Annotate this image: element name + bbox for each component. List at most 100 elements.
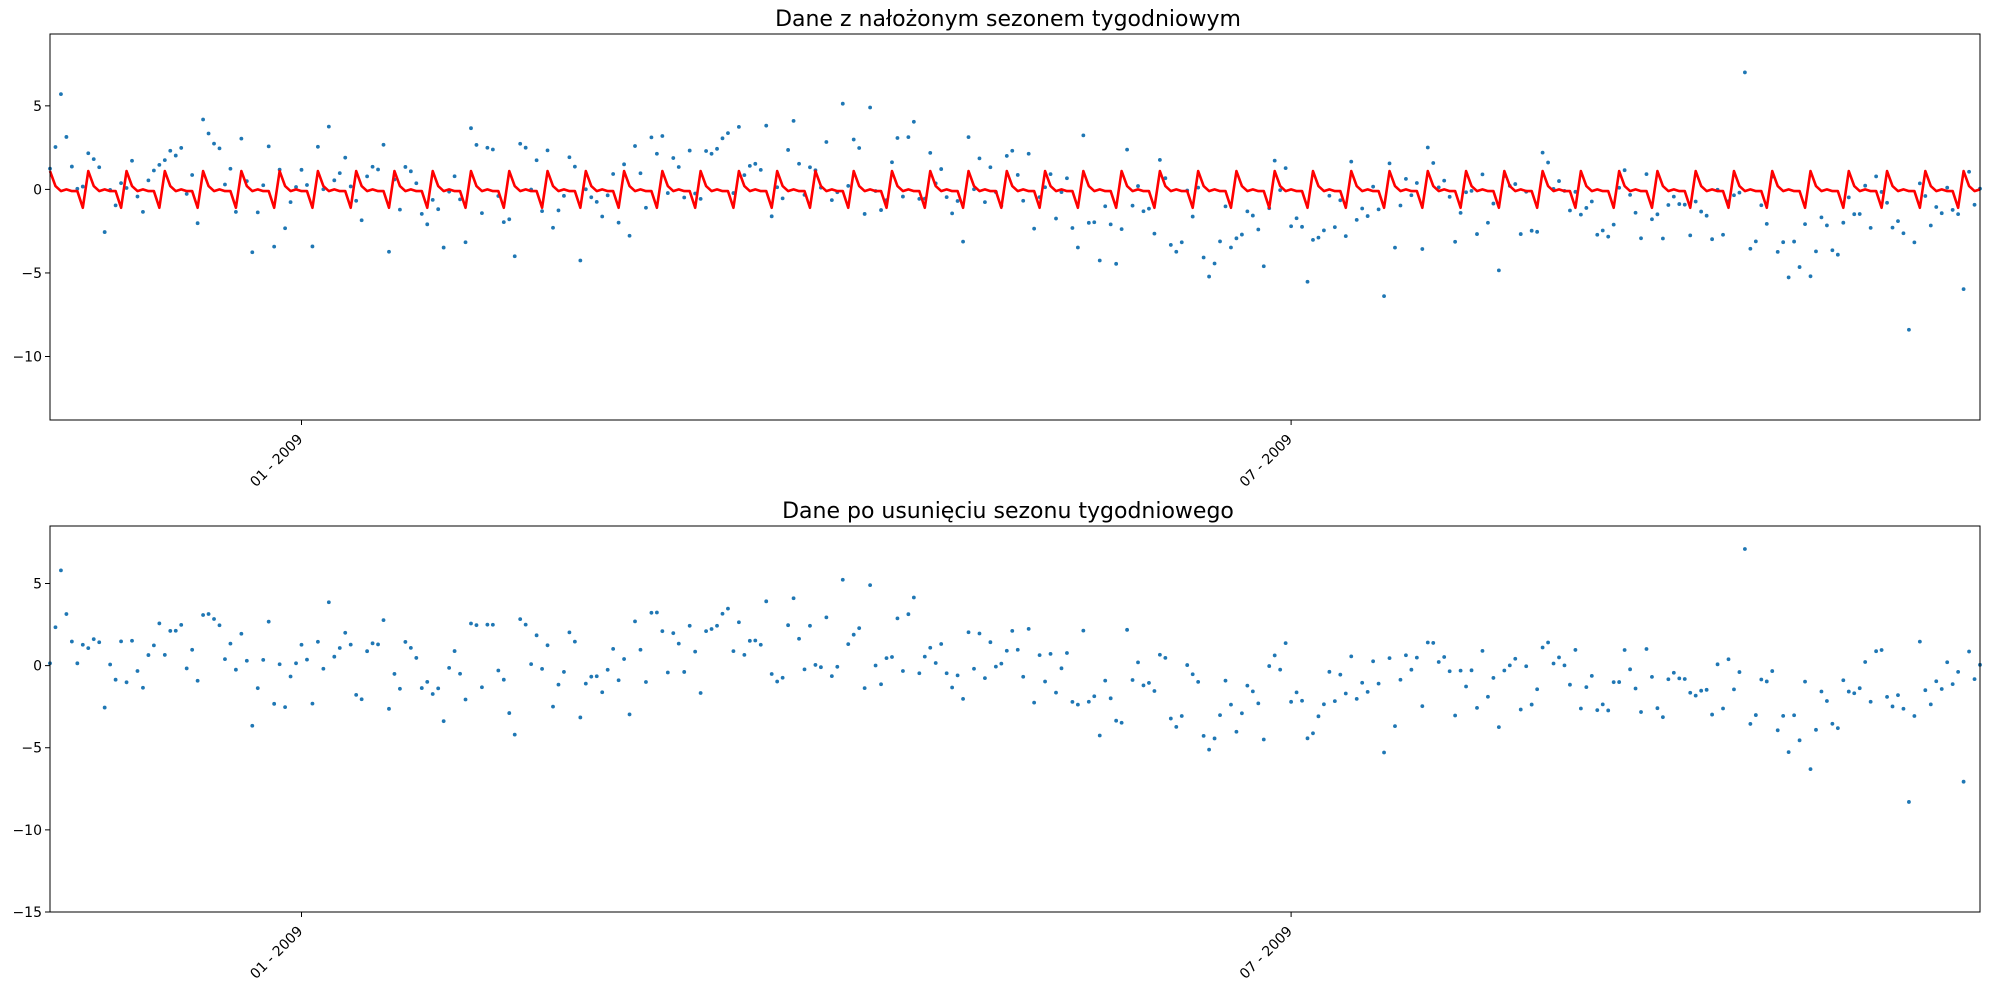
top-data-point <box>425 222 430 227</box>
top-data-point <box>1606 234 1611 239</box>
top-data-point <box>1436 185 1441 190</box>
top-data-point <box>1196 185 1201 190</box>
top-data-point <box>1939 211 1944 216</box>
bottom-data-point <box>1868 699 1873 704</box>
top-data-point <box>1480 172 1485 177</box>
top-data-point <box>545 148 550 153</box>
bottom-data-point <box>1874 649 1879 654</box>
top-data-point <box>747 163 752 168</box>
bottom-data-point <box>726 606 730 611</box>
top-data-point <box>376 167 380 172</box>
bottom-data-point <box>1748 722 1753 726</box>
top-data-point <box>294 185 298 189</box>
bottom-data-point <box>1639 710 1643 714</box>
bottom-data-point <box>857 626 862 631</box>
bottom-data-point <box>1917 639 1922 644</box>
top-data-point <box>64 135 69 139</box>
bottom-data-point <box>1507 663 1512 668</box>
top-data-point <box>212 141 216 146</box>
bottom-data-point <box>1157 652 1162 657</box>
bottom-data-point <box>682 670 687 674</box>
bottom-data-point <box>1436 660 1441 664</box>
top-data-point <box>1617 185 1622 190</box>
bottom-data-point <box>485 622 490 627</box>
top-data-point <box>1103 204 1108 209</box>
top-data-point <box>1961 287 1966 292</box>
bottom-data-point <box>753 638 758 643</box>
bottom-data-point <box>496 668 501 673</box>
bottom-data-point <box>1901 706 1906 711</box>
top-data-point <box>146 178 151 183</box>
bottom-data-point <box>1885 694 1889 699</box>
top-data-point <box>1699 209 1704 214</box>
bottom-data-point <box>933 661 938 665</box>
top-data-point <box>1218 239 1222 244</box>
bottom-data-point <box>1518 707 1523 712</box>
bottom-data-point <box>605 667 610 672</box>
top-data-point <box>1043 185 1047 190</box>
bottom-data-point <box>1852 691 1857 696</box>
top-data-point <box>75 186 80 191</box>
top-data-point <box>572 164 577 169</box>
bottom-data-point <box>1825 699 1829 703</box>
bottom-data-point <box>1442 655 1447 659</box>
bottom-data-point <box>944 671 949 676</box>
top-data-point <box>1283 166 1288 171</box>
top-data-point <box>124 186 129 190</box>
top-data-point <box>233 210 238 214</box>
bottom-data-point <box>1185 663 1190 667</box>
weekly-season-line <box>48 169 1981 210</box>
bottom-data-point <box>1589 673 1594 678</box>
top-data-point <box>1786 275 1791 280</box>
bottom-data-point <box>616 678 621 683</box>
top-data-point <box>261 183 266 188</box>
top-data-point <box>1108 222 1113 227</box>
bottom-data-point <box>1311 731 1315 736</box>
top-data-point <box>709 151 714 156</box>
bottom-data-point <box>1152 689 1157 693</box>
bottom-chart-axes: 5 0 −5 −10 −15 01 - 2009 07 - 2009 <box>12 576 1295 982</box>
bottom-data-point <box>1382 750 1386 755</box>
bottom-data-point <box>1163 655 1168 660</box>
bottom-data-point <box>1234 729 1239 734</box>
bottom-data-point <box>644 680 648 684</box>
top-data-point <box>829 198 834 203</box>
top-data-point <box>862 212 867 216</box>
bottom-data-point <box>217 623 222 628</box>
top-data-point <box>1272 158 1277 163</box>
bottom-data-point <box>1775 728 1780 733</box>
top-data-point <box>1354 218 1359 222</box>
top-data-point <box>370 164 375 169</box>
bottom-data-point <box>64 612 69 616</box>
bottom-data-point <box>627 712 632 717</box>
bottom-data-point <box>983 676 987 681</box>
bottom-data-point <box>1606 708 1611 713</box>
bottom-data-point <box>1628 667 1632 672</box>
top-data-point <box>480 211 484 215</box>
bottom-data-point <box>824 615 829 620</box>
bottom-data-point <box>873 663 878 668</box>
top-data-point <box>868 105 873 110</box>
bottom-data-point <box>1092 694 1097 699</box>
bottom-data-point <box>676 641 681 646</box>
top-chart-panel: Dane z nałożonym sezonem tygodniowym 5 0 −… <box>12 7 1982 490</box>
bottom-data-point <box>1453 713 1458 718</box>
bottom-data-point <box>693 649 698 654</box>
top-data-point <box>1814 249 1818 254</box>
top-data-point <box>1097 258 1102 263</box>
top-ytick-label: 0 <box>33 182 42 198</box>
top-data-point <box>567 155 572 160</box>
bottom-data-point <box>507 711 512 715</box>
top-data-point <box>91 157 96 162</box>
top-data-point <box>1190 214 1195 219</box>
bottom-data-point <box>1223 678 1228 683</box>
bottom-ytick-label: 5 <box>33 576 42 592</box>
bottom-data-point <box>162 653 167 657</box>
bottom-data-point <box>173 628 178 633</box>
top-data-point <box>846 184 851 188</box>
top-data-point <box>1896 219 1900 224</box>
bottom-data-point <box>1617 680 1622 684</box>
bottom-data-point <box>742 652 747 657</box>
bottom-data-point <box>151 643 156 648</box>
top-data-point <box>195 221 200 226</box>
